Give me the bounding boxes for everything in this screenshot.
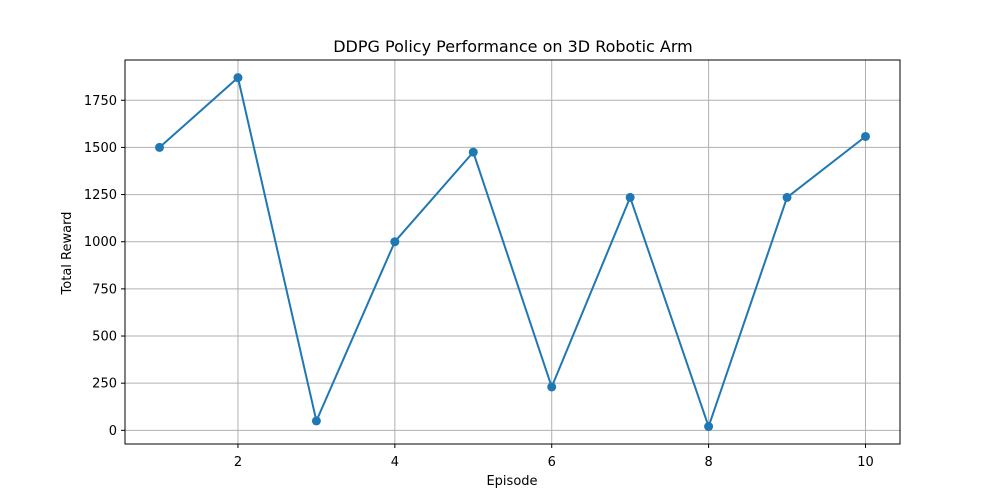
data-point <box>547 382 557 392</box>
ticks: 2 4 6 8 10 0 250 500 750 1000 1250 1500 1750 <box>84 94 874 470</box>
y-tick-label: 1250 <box>84 188 117 203</box>
x-tick-label: 10 <box>857 455 874 470</box>
y-tick-label: 250 <box>92 377 117 392</box>
data-point <box>468 147 478 157</box>
data-point <box>860 131 870 141</box>
y-tick-label: 1000 <box>84 235 117 250</box>
x-tick-label: 6 <box>548 455 556 470</box>
data-point <box>311 416 321 426</box>
chart-title: DDPG Policy Performance on 3D Robotic Ar… <box>333 37 693 56</box>
y-axis-label: Total Reward <box>60 212 75 296</box>
y-tick-label: 500 <box>92 330 117 345</box>
y-tick-label: 0 <box>109 424 117 439</box>
series-layer <box>155 73 870 432</box>
data-point <box>155 142 165 152</box>
y-tick-label: 1750 <box>84 94 117 109</box>
plot-frame <box>124 59 901 445</box>
y-tick-label: 1500 <box>84 141 117 156</box>
data-point <box>625 192 635 202</box>
grid <box>125 60 900 444</box>
data-point <box>782 192 792 202</box>
data-point <box>233 73 243 83</box>
x-tick-label: 2 <box>234 455 242 470</box>
x-tick-label: 4 <box>391 455 399 470</box>
y-tick-label: 750 <box>92 282 117 297</box>
data-point <box>390 237 400 247</box>
x-axis-label: Episode <box>486 474 537 489</box>
series-line <box>158 76 867 428</box>
data-point <box>704 422 714 432</box>
x-tick-label: 8 <box>704 455 712 470</box>
